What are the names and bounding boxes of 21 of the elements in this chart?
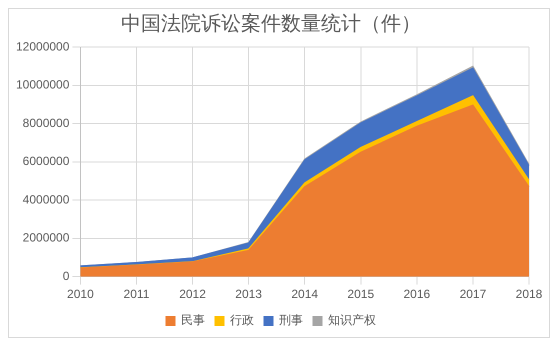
chart-title: 中国法院诉讼案件数量统计（件） xyxy=(121,11,421,36)
legend-label: 行政 xyxy=(230,313,254,328)
y-tick-label: 10000000 xyxy=(16,78,70,92)
y-tick-label: 6000000 xyxy=(22,154,70,168)
x-tick-label: 2015 xyxy=(347,287,374,302)
y-tick-label: 8000000 xyxy=(22,116,70,130)
x-tick-label: 2014 xyxy=(291,287,318,302)
y-tick-label: 2000000 xyxy=(22,230,70,245)
y-tick-label: 0 xyxy=(62,268,70,283)
legend-label: 民事 xyxy=(181,313,205,328)
x-tick-label: 2010 xyxy=(67,287,94,302)
y-tick-label: 4000000 xyxy=(22,192,70,206)
legend-label: 知识产权 xyxy=(328,313,376,328)
x-tick-label: 2013 xyxy=(235,287,262,302)
y-tick-label: 12000000 xyxy=(16,39,70,54)
x-tick-label: 2016 xyxy=(403,287,431,302)
legend-label: 刑事 xyxy=(279,313,303,328)
x-tick-label: 2011 xyxy=(124,287,150,302)
x-tick-label: 2012 xyxy=(179,287,206,302)
x-tick-label: 2018 xyxy=(516,287,543,302)
x-tick-label: 2017 xyxy=(460,287,487,302)
